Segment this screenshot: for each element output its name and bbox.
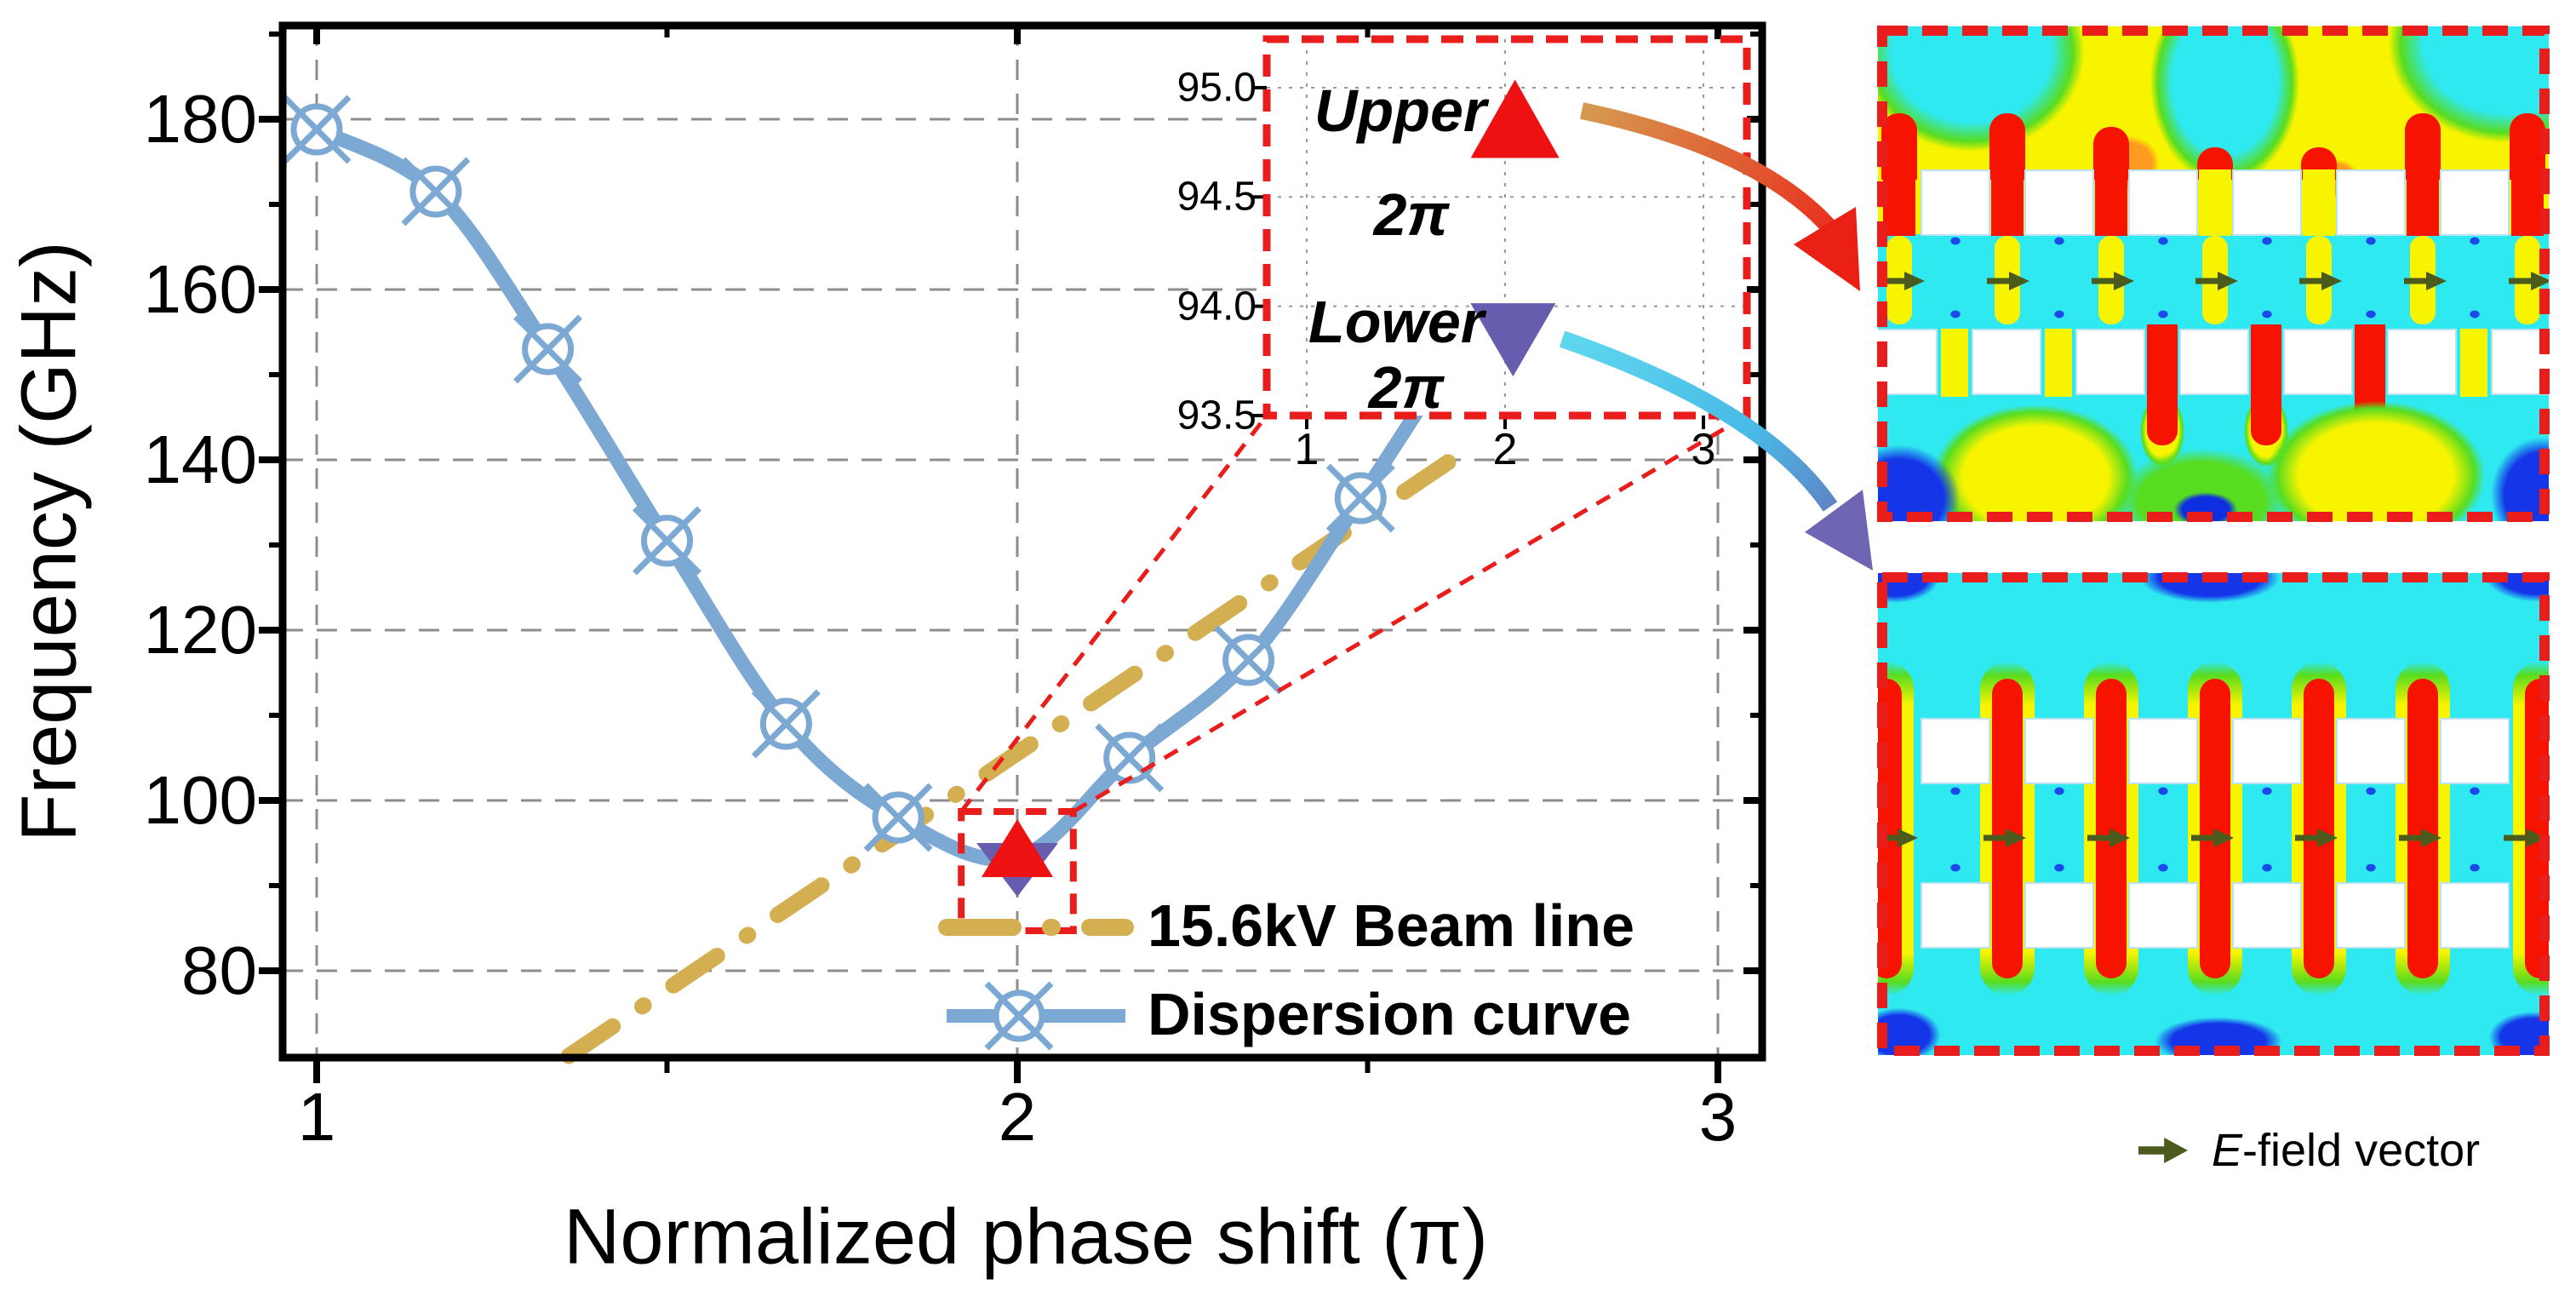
- zoom-box-annotations: [958, 413, 1749, 934]
- field-gap-column: [2303, 169, 2335, 236]
- inset-lower-mode-label-line1: Lower: [1308, 289, 1485, 355]
- vane-lower-row: [2232, 882, 2302, 949]
- corner-blue: [1878, 427, 1980, 521]
- zoom-connector-right: [1072, 413, 1749, 814]
- dispersion-marker-xi2: [648, 522, 686, 559]
- upper-2pi-marker-main: [982, 819, 1053, 877]
- plot-frame: [278, 21, 1766, 1062]
- zoom-box: [958, 808, 1077, 934]
- y-tick-label: 80: [181, 932, 257, 1008]
- dispersion-marker-xi2: [879, 799, 917, 836]
- efield-map-upper-2pi: [1878, 26, 2549, 521]
- inset-upper-mode-label-line2: 2π: [1373, 181, 1450, 248]
- field-node-dots: [1948, 861, 2549, 875]
- field-gap-column: [2095, 169, 2127, 236]
- edge-blue-blob: [2133, 1009, 2304, 1055]
- field-gap-column: [2407, 169, 2439, 236]
- y-tick-label: 180: [143, 81, 257, 157]
- dispersion-marker-xi2: [298, 111, 335, 148]
- y-tick-label: 120: [143, 592, 257, 668]
- dispersion-marker-xi2: [1342, 479, 1379, 517]
- legend-label-beam-line: 15.6kV Beam line: [1148, 892, 1634, 959]
- vane-upper-row: [2128, 718, 2198, 784]
- efield-vector-legend: E-field vector: [2138, 1124, 2564, 1177]
- zoom-connector-left: [959, 414, 1268, 813]
- beam-line-series: [560, 451, 1460, 1064]
- x-tick-label: 3: [1698, 1079, 1737, 1155]
- bottom-blue-dot: [2163, 486, 2248, 521]
- vane-upper-row: [2336, 169, 2406, 236]
- field-gap-column: [1991, 169, 2024, 236]
- field-gap-column: [1883, 169, 1915, 236]
- edge-blue-blob: [1878, 573, 1955, 611]
- inset-x-tick-label: 3: [1691, 425, 1716, 474]
- vane-upper-row: [2024, 169, 2094, 236]
- y-tick-label: 100: [143, 762, 257, 838]
- field-node-dots: [1948, 784, 2549, 798]
- efield-vector-arrow-icon: [2138, 1138, 2188, 1163]
- field-column-red: [2096, 679, 2127, 978]
- field-column-red: [2200, 679, 2230, 978]
- vane-lower-row: [2128, 882, 2198, 949]
- inset-y-tick-label: 93.5: [1176, 393, 1257, 439]
- field-node-dots: [1948, 307, 2549, 321]
- vane-upper-row: [1921, 169, 1990, 236]
- field-node-dots: [1948, 234, 2549, 248]
- dispersion-marker-xi2: [1111, 739, 1148, 777]
- field-gap-column: [2199, 169, 2231, 236]
- x-tick-label: 2: [998, 1079, 1037, 1155]
- edge-blue-blob: [2474, 1003, 2549, 1055]
- x-axis-title: Normalized phase shift (π): [563, 1193, 1489, 1281]
- x-tick-label: 1: [297, 1079, 336, 1155]
- efield-label-italic-e: E: [2212, 1125, 2243, 1176]
- y-tick-label: 140: [143, 422, 257, 497]
- field-column-red: [2407, 679, 2438, 978]
- legend-samples: [938, 919, 1134, 1051]
- y-tick-label: 160: [143, 251, 257, 327]
- inset-x-tick-label: 2: [1492, 425, 1518, 474]
- vane-upper-row: [2232, 718, 2302, 784]
- efield-label-rest: -field vector: [2242, 1125, 2481, 1176]
- data-series: [282, 95, 1460, 1064]
- vane-upper-row: [1921, 718, 1990, 784]
- legend-label-dispersion-curve: Dispersion curve: [1148, 981, 1631, 1047]
- y-axis-title: Frequency (GHz): [5, 241, 93, 842]
- inset-y-tick-label: 95.0: [1176, 65, 1257, 111]
- edge-blue-blob: [2116, 573, 2304, 611]
- vane-upper-row: [2232, 169, 2302, 236]
- inset-y-tick-label: 94.5: [1176, 174, 1257, 220]
- inset-upper-mode-label-line1: Upper: [1314, 77, 1487, 144]
- dispersion-marker-xi2: [767, 705, 805, 743]
- edge-blue-blob: [1878, 999, 1955, 1055]
- field-column-red: [2525, 679, 2549, 978]
- field-column-red: [1878, 679, 1902, 978]
- field-column-red: [1992, 679, 2023, 978]
- edge-blue-blob: [2465, 573, 2549, 611]
- inset-x-tick-label: 1: [1294, 425, 1319, 474]
- dispersion-marker-xi2: [417, 173, 455, 210]
- inset-upper-2pi-marker: [1470, 79, 1560, 158]
- vane-upper-row: [2128, 169, 2198, 236]
- inset-lower-mode-label-line2: 2π: [1368, 354, 1445, 421]
- vane-upper-row: [2024, 718, 2094, 784]
- inset-y-tick-label: 94.0: [1176, 284, 1257, 330]
- vane-upper-row: [2440, 169, 2510, 236]
- corner-blue: [2474, 418, 2549, 521]
- inset-lower-2pi-marker: [1470, 303, 1556, 377]
- vane-lower-row: [2024, 882, 2094, 949]
- vane-upper-row: [2440, 718, 2510, 784]
- axes-frame: [259, 21, 1766, 1083]
- vane-lower-row: [2440, 882, 2510, 949]
- vane-lower-row: [1921, 882, 1990, 949]
- efield-map-lower-2pi: [1878, 573, 2549, 1055]
- dispersion-marker-xi2: [1229, 641, 1268, 679]
- vane-lower-row: [2336, 882, 2406, 949]
- efield-vector-label: E-field vector: [2212, 1124, 2480, 1177]
- dispersion-marker-xi2: [529, 330, 567, 368]
- vane-upper-row: [2336, 718, 2406, 784]
- legend-dispersion-marker-xi2: [1000, 997, 1038, 1035]
- field-column-red: [2304, 679, 2334, 978]
- field-gap-column: [2511, 169, 2544, 236]
